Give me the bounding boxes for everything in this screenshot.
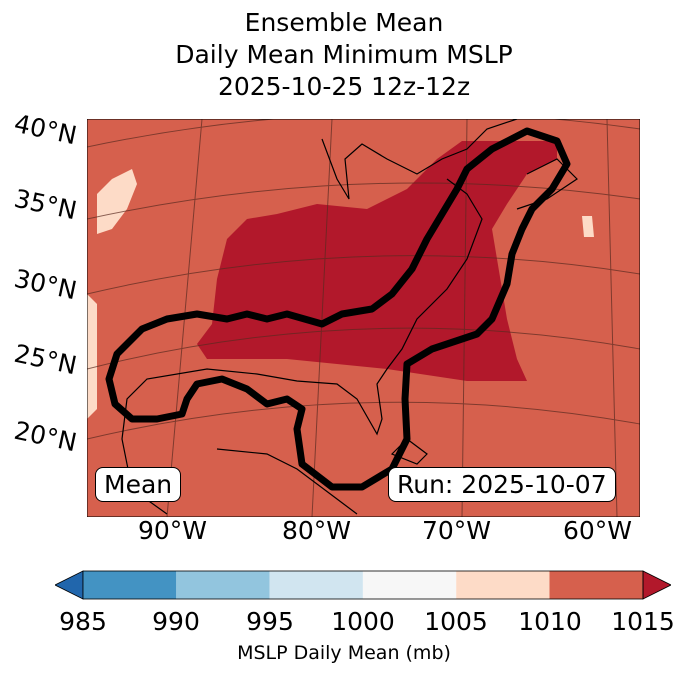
lon-label-90: 90°W (138, 516, 208, 545)
colorbar (55, 570, 671, 600)
mean-label-box: Mean (95, 467, 182, 502)
lat-label-30: 30°N (11, 263, 80, 306)
colorbar-tick: 1015 (611, 607, 675, 636)
colorbar-tick: 1000 (331, 607, 395, 636)
colorbar-segment-995 (269, 571, 363, 599)
colorbar-segment-1010 (549, 571, 643, 599)
gridlines (87, 119, 640, 517)
lat-label-35: 35°N (11, 183, 80, 226)
colorbar-tick: 1010 (518, 607, 582, 636)
ensemble-contour (105, 127, 571, 491)
map (87, 119, 640, 517)
lon-label-70: 70°W (422, 516, 492, 545)
lon-label-80: 80°W (282, 516, 352, 545)
lon-label-60: 60°W (563, 516, 633, 545)
title-line3: 2025-10-25 12z-12z (217, 72, 471, 101)
colorbar-segment-985 (83, 571, 177, 599)
coastlines (121, 119, 578, 515)
colorbar-tick: 995 (246, 607, 294, 636)
lat-label-40: 40°N (11, 108, 80, 151)
colorbar-segment-1005 (456, 571, 550, 599)
colorbar-extend-high (642, 570, 671, 600)
colorbar-tick: 990 (152, 607, 200, 636)
lat-label-20: 20°N (11, 415, 80, 458)
title-line1: Ensemble Mean (244, 8, 444, 37)
light-patch (87, 294, 97, 419)
colorbar-segment-1000 (362, 571, 457, 599)
title-line2: Daily Mean Minimum MSLP (175, 40, 513, 69)
colorbar-label: MSLP Daily Mean (mb) (237, 642, 451, 664)
colorbar-tick: 985 (59, 607, 107, 636)
colorbar-extend-low (55, 570, 84, 600)
high-pressure-region (197, 141, 557, 381)
light-patch (582, 216, 594, 237)
colorbar-segment-990 (176, 571, 270, 599)
lat-label-25: 25°N (11, 338, 80, 381)
run-date-box: Run: 2025-10-07 (388, 467, 616, 502)
colorbar-tick: 1005 (424, 607, 488, 636)
light-patch (97, 169, 137, 234)
